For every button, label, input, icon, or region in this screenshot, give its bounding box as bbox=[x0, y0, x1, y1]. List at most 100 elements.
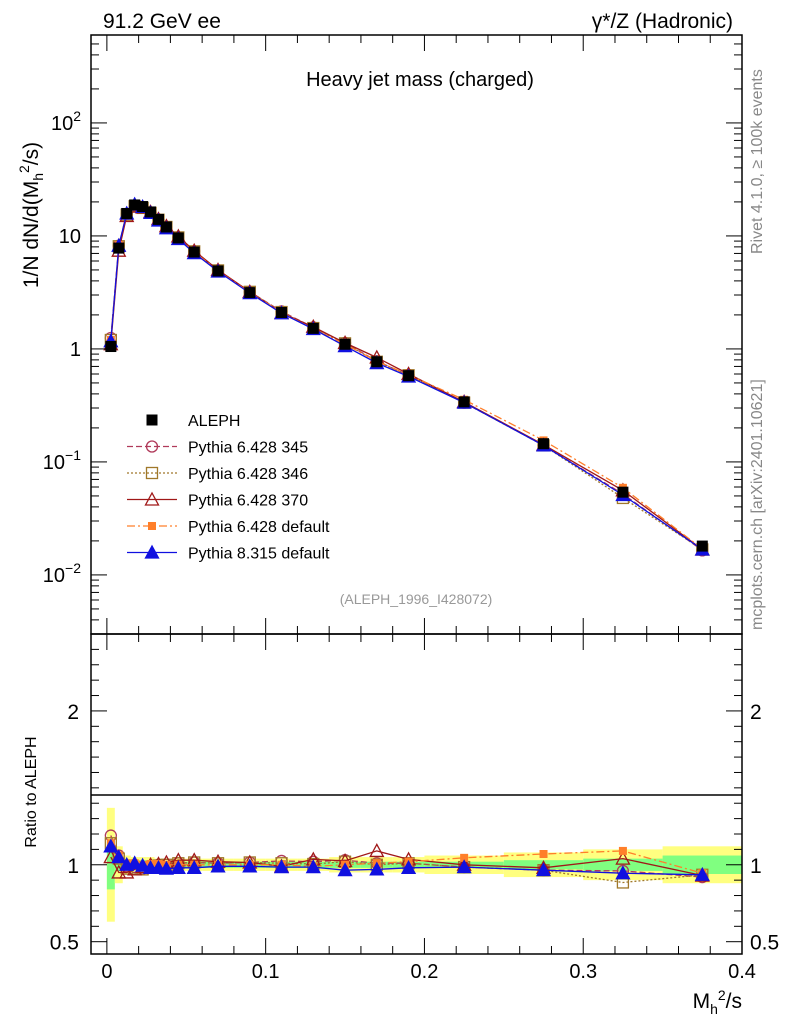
legend-marker-p6def bbox=[148, 522, 156, 530]
ratio-band-inner bbox=[662, 855, 742, 874]
ratio-point-p8def bbox=[456, 859, 472, 874]
data-point-aleph bbox=[113, 242, 125, 254]
mcplots-label: mcplots.cern.ch [arXiv:2401.10621] bbox=[749, 379, 766, 630]
ratio-y-tick-label-right: 0.5 bbox=[750, 932, 779, 955]
header-right: γ*/Z (Hadronic) bbox=[592, 10, 733, 33]
ratio-y-tick-label-left: 2 bbox=[67, 701, 79, 724]
ratio-point-p6def bbox=[460, 853, 469, 862]
data-point-aleph bbox=[172, 232, 184, 244]
ratio-point-p8def bbox=[158, 860, 175, 875]
ratio-point-p8def bbox=[135, 857, 151, 872]
svg-text:Mh2/s: Mh2/s bbox=[693, 987, 742, 1017]
ratio-point-p8def bbox=[170, 859, 186, 874]
ratio-panel: 0.5 0.5 1 1 2 2 0 0.1 0.2 0.3 0.4 Ratio to ALEPH M… bbox=[23, 633, 779, 1017]
main-ylabel: 1/N dN/d(Mh2/s) bbox=[16, 142, 46, 288]
ratio-point-p370 bbox=[103, 849, 119, 864]
legend-label-aleph: ALEPH bbox=[188, 413, 240, 430]
legend-item-aleph: ALEPH bbox=[146, 413, 240, 430]
main-frame bbox=[90, 34, 743, 635]
legend-label-p346: Pythia 6.428 346 bbox=[188, 466, 308, 483]
analysis-tag: (ALEPH_1996_I428072) bbox=[340, 591, 493, 607]
ratio-band-inner bbox=[106, 840, 115, 890]
ratio-frame bbox=[90, 633, 743, 955]
ratio-y-tick-label-left: 1 bbox=[67, 855, 79, 878]
data-point-aleph bbox=[696, 540, 708, 552]
x-tick-label: 0.2 bbox=[411, 961, 439, 983]
data-point-aleph bbox=[371, 356, 383, 368]
ratio-axes: 0.5 0.5 1 1 2 2 0 0.1 0.2 0.3 0.4 bbox=[50, 634, 779, 983]
data-point-aleph bbox=[212, 265, 224, 277]
data-point-aleph bbox=[458, 396, 470, 408]
ratio-point-p8def bbox=[103, 838, 119, 853]
header-left: 91.2 GeV ee bbox=[103, 10, 221, 33]
y-tick-label: 1 bbox=[70, 339, 81, 361]
legend-label-p370: Pythia 6.428 370 bbox=[188, 493, 308, 510]
y-tick-label: 10−1 bbox=[43, 447, 81, 474]
x-tick-label: 0 bbox=[101, 961, 112, 983]
legend-item-p370: Pythia 6.428 370 bbox=[127, 491, 308, 510]
data-point-aleph bbox=[129, 199, 141, 211]
legend-marker-p8def bbox=[144, 544, 160, 559]
ratio-point-p8def bbox=[535, 862, 552, 877]
ratio-band-inner bbox=[583, 858, 663, 871]
ratio-y-tick-label-left: 0.5 bbox=[50, 932, 79, 955]
x-axis-label: Mh2/s bbox=[693, 987, 742, 1017]
data-point-aleph bbox=[339, 338, 351, 350]
y-tick-label: 10−2 bbox=[43, 560, 81, 587]
data-point-aleph bbox=[105, 341, 117, 353]
legend-marker-aleph bbox=[146, 414, 158, 426]
data-point-aleph bbox=[188, 246, 200, 258]
ratio-y-tick-label-right: 2 bbox=[750, 701, 762, 724]
legend-marker-p345 bbox=[145, 440, 159, 453]
x-tick-label: 0.3 bbox=[569, 961, 597, 983]
ratio-point-p8def bbox=[615, 865, 631, 880]
legend-marker-p346 bbox=[145, 466, 159, 480]
ratio-point-p6def bbox=[539, 850, 548, 858]
ratio-point-p370 bbox=[111, 864, 127, 879]
data-point-aleph bbox=[538, 438, 550, 450]
data-point-aleph bbox=[403, 370, 415, 382]
legend-item-p346: Pythia 6.428 346 bbox=[127, 466, 308, 483]
svg-text:1/N dN/d(Mh2/s): 1/N dN/d(Mh2/s) bbox=[16, 142, 46, 288]
ratio-series-group bbox=[103, 829, 710, 889]
data-point-aleph bbox=[121, 207, 133, 219]
main-panel: Heavy jet mass (charged) (ALEPH_1996_I42… bbox=[16, 34, 743, 635]
ratio-point-p370 bbox=[369, 843, 385, 858]
series-aleph bbox=[105, 199, 708, 552]
ratio-point-p8def bbox=[369, 861, 385, 876]
legend-item-p8def: Pythia 8.315 default bbox=[127, 544, 330, 563]
data-point-aleph bbox=[617, 486, 629, 498]
legend: ALEPH Pythia 6.428 345 Pythia 6.428 346 Pyt… bbox=[127, 413, 330, 563]
ratio-point-p370 bbox=[615, 850, 631, 865]
legend-label-p8def: Pythia 8.315 default bbox=[188, 546, 330, 563]
ratio-point-p8def bbox=[186, 859, 202, 874]
ratio-point-p8def bbox=[111, 849, 127, 864]
ratio-point-p8def bbox=[305, 859, 321, 874]
ratio-point-p8def bbox=[400, 859, 417, 874]
x-tick-label: 0.1 bbox=[252, 961, 280, 983]
data-point-aleph bbox=[137, 201, 149, 213]
y-tick-label: 102 bbox=[51, 108, 81, 135]
legend-item-p345: Pythia 6.428 345 bbox=[127, 440, 308, 457]
main-axes: 10−2 10−1 1 10 102 bbox=[43, 34, 743, 635]
ratio-point-p8def bbox=[242, 858, 258, 873]
main-title: Heavy jet mass (charged) bbox=[306, 69, 534, 91]
legend-label-p345: Pythia 6.428 345 bbox=[188, 440, 308, 457]
x-tick-label: 0.4 bbox=[728, 961, 756, 983]
main-series-group bbox=[103, 196, 710, 557]
ratio-y-tick-label-right: 1 bbox=[750, 855, 762, 878]
data-point-aleph bbox=[152, 213, 164, 225]
rivet-label: Rivet 4.1.0, ≥ 100k events bbox=[749, 69, 766, 254]
ratio-point-p8def bbox=[694, 866, 710, 881]
data-point-aleph bbox=[244, 287, 256, 299]
legend-label-p6def: Pythia 6.428 default bbox=[188, 519, 330, 536]
data-point-aleph bbox=[276, 307, 288, 319]
ratio-point-p8def bbox=[337, 862, 353, 877]
ratio-point-p8def bbox=[273, 859, 290, 874]
data-point-aleph bbox=[145, 206, 157, 218]
ratio-series-p8def bbox=[103, 838, 710, 881]
legend-item-p6def: Pythia 6.428 default bbox=[127, 519, 330, 536]
data-point-aleph bbox=[160, 221, 172, 233]
ratio-point-p8def bbox=[127, 855, 143, 870]
